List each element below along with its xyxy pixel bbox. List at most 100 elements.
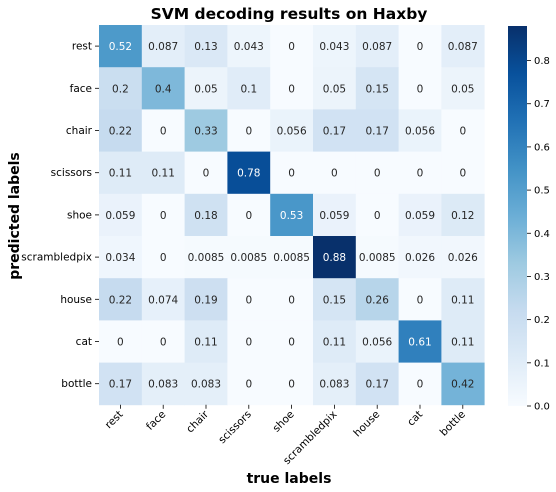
cell-value-r7-c4: 0 <box>288 337 295 349</box>
cell-value-r4-c5: 0.059 <box>319 210 349 222</box>
heatmap-cell-r4-c2 <box>184 193 228 237</box>
heatmap-cell-r6-c3 <box>227 278 271 321</box>
cell-value-r4-c1: 0 <box>160 210 167 222</box>
heatmap-cell-r5-c3 <box>227 236 271 279</box>
cell-value-r3-c6: 0 <box>374 168 381 180</box>
heatmap-cell-r3-c7 <box>398 151 442 195</box>
heatmap-cell-r0-c3 <box>227 25 271 68</box>
cell-value-r1-c8: 0.05 <box>451 83 474 95</box>
cell-value-r3-c7: 0 <box>417 168 424 180</box>
cell-value-r7-c5: 0.11 <box>323 337 346 349</box>
heatmap-cell-r7-c8 <box>441 320 485 363</box>
cell-value-r4-c0: 0.059 <box>105 210 135 222</box>
heatmap-cell-r4-c4 <box>270 193 314 237</box>
heatmap-cell-r4-c1 <box>141 193 185 237</box>
heatmap-cell-r5-c2 <box>184 236 228 279</box>
heatmap-cell-r5-c1 <box>141 236 185 279</box>
heatmap-cell-r4-c7 <box>398 193 442 237</box>
cell-value-r6-c7: 0 <box>417 294 424 306</box>
heatmap-cell-r6-c4 <box>270 278 314 321</box>
cell-value-r4-c2: 0.18 <box>194 210 217 222</box>
cell-value-r6-c1: 0.074 <box>148 294 178 306</box>
cell-value-r1-c6: 0.15 <box>366 83 389 95</box>
heatmap-cell-r4-c5 <box>313 193 357 237</box>
heatmap-cell-r4-c3 <box>227 193 271 237</box>
heatmap-cell-r2-c8 <box>441 109 485 152</box>
y-tick-label-bottle: bottle <box>61 378 92 390</box>
y-tick-label-face: face <box>70 83 92 95</box>
colorbar-tick-label-3: 0.3 <box>534 272 550 283</box>
cell-value-r2-c1: 0 <box>160 126 167 138</box>
cell-value-r0-c4: 0 <box>288 41 295 53</box>
heatmap-cell-r3-c2 <box>184 151 228 195</box>
heatmap-cell-r2-c2 <box>184 109 228 152</box>
heatmap-cell-r8-c2 <box>184 362 228 406</box>
cell-value-r0-c5: 0.043 <box>319 41 349 53</box>
cell-value-r0-c2: 0.13 <box>194 41 217 53</box>
heatmap-cell-r0-c6 <box>355 25 399 68</box>
heatmap-cell-r0-c0 <box>99 25 143 68</box>
x-tick-label-rest: rest <box>103 408 126 431</box>
colorbar-tick-label-2: 0.2 <box>534 315 550 326</box>
cell-value-r1-c2: 0.05 <box>194 83 217 95</box>
cell-value-r0-c6: 0.087 <box>362 41 392 53</box>
cell-value-r1-c5: 0.05 <box>323 83 346 95</box>
colorbar-tick-label-0: 0.0 <box>534 402 550 413</box>
heatmap-cell-labels: 0.52 0.087 0.13 0.043 0 0.043 0.087 0 0.087 0.2 0.… <box>105 41 478 391</box>
heatmap-cell-r8-c1 <box>141 362 185 406</box>
heatmap-cell-r5-c5 <box>313 236 357 279</box>
cell-value-r4-c4: 0.53 <box>280 210 303 222</box>
heatmap-cell-r0-c7 <box>398 25 442 68</box>
cell-value-r7-c7: 0.61 <box>408 337 431 349</box>
cell-value-r5-c3: 0.0085 <box>230 252 267 264</box>
cell-value-r0-c3: 0.043 <box>234 41 264 53</box>
heatmap-cell-r6-c8 <box>441 278 485 321</box>
cell-value-r5-c6: 0.0085 <box>359 252 396 264</box>
cell-value-r4-c3: 0 <box>245 210 252 222</box>
heatmap-cells <box>99 25 485 406</box>
cell-value-r6-c2: 0.19 <box>194 294 217 306</box>
chart-title: SVM decoding results on Haxby <box>151 5 428 23</box>
heatmap-cell-r0-c4 <box>270 25 314 68</box>
heatmap-cell-r1-c4 <box>270 67 314 110</box>
heatmap-cell-r2-c0 <box>99 109 143 152</box>
cell-value-r1-c4: 0 <box>288 83 295 95</box>
cell-value-r3-c1: 0.11 <box>152 168 175 180</box>
heatmap-cell-r6-c7 <box>398 278 442 321</box>
heatmap-cell-r7-c7 <box>398 320 442 363</box>
heatmap-cell-r7-c6 <box>355 320 399 363</box>
heatmap-cell-r1-c0 <box>99 67 143 110</box>
cell-value-r6-c8: 0.11 <box>451 294 474 306</box>
cell-value-r8-c5: 0.083 <box>319 379 349 391</box>
cell-value-r3-c5: 0 <box>331 168 338 180</box>
cell-value-r4-c6: 0 <box>374 210 381 222</box>
colorbar-tick-label-8: 0.8 <box>534 56 550 67</box>
x-tick-label-chair: chair <box>184 408 211 435</box>
cell-value-r5-c8: 0.026 <box>448 252 478 264</box>
heatmap-cell-r1-c6 <box>355 67 399 110</box>
y-tick-label-chair: chair <box>66 125 93 137</box>
cell-value-r0-c1: 0.087 <box>148 41 178 53</box>
heatmap-cell-r3-c1 <box>141 151 185 195</box>
heatmap-cell-r0-c1 <box>141 25 185 68</box>
cell-value-r1-c1: 0.4 <box>155 83 172 95</box>
x-tick-label-house: house <box>351 408 382 439</box>
heatmap-cell-r2-c7 <box>398 109 442 152</box>
heatmap-cell-r7-c4 <box>270 320 314 363</box>
x-tick-label-face: face <box>144 408 168 432</box>
heatmap-cell-r6-c0 <box>99 278 143 321</box>
cell-value-r3-c3: 0.78 <box>237 168 260 180</box>
cell-value-r4-c8: 0.12 <box>451 210 474 222</box>
cell-value-r3-c2: 0 <box>203 168 210 180</box>
cell-value-r8-c3: 0 <box>245 379 252 391</box>
heatmap-cell-r5-c7 <box>398 236 442 279</box>
cell-value-r0-c8: 0.087 <box>448 41 478 53</box>
heatmap-cell-r2-c3 <box>227 109 271 152</box>
heatmap-cell-r8-c0 <box>99 362 143 406</box>
heatmap-cell-r5-c6 <box>355 236 399 279</box>
heatmap-cell-r3-c5 <box>313 151 357 195</box>
cell-value-r7-c0: 0 <box>117 337 124 349</box>
cell-value-r5-c0: 0.034 <box>105 252 135 264</box>
cell-value-r7-c1: 0 <box>160 337 167 349</box>
heatmap-cell-r3-c6 <box>355 151 399 195</box>
